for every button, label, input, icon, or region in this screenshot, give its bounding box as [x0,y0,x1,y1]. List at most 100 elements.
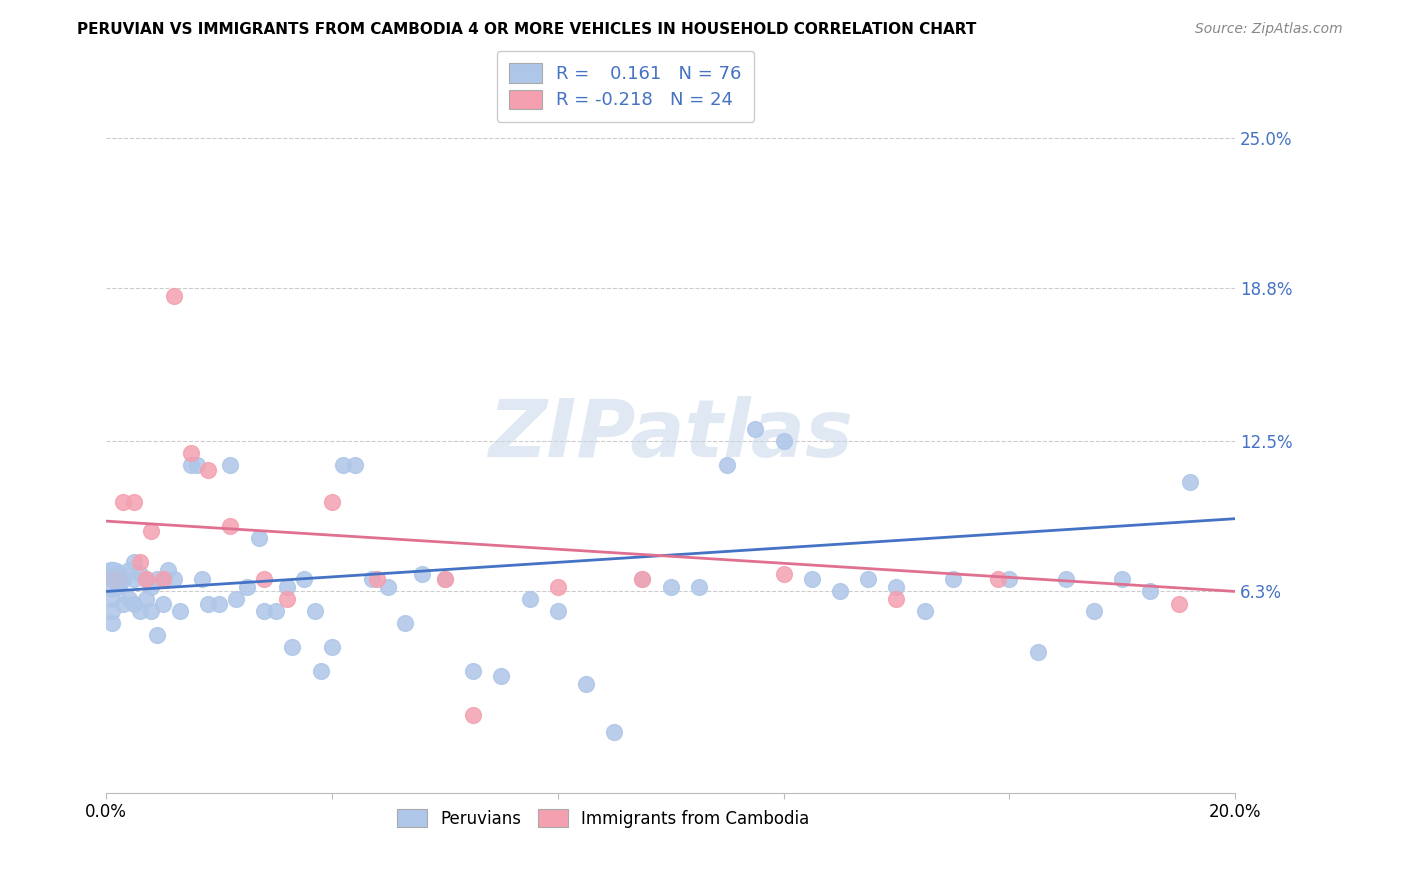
Point [141,524,163,538]
Point [1167,597,1189,611]
Point [276,591,298,606]
Point [163,572,186,586]
Text: PERUVIAN VS IMMIGRANTS FROM CAMBODIA 4 OR MORE VEHICLES IN HOUSEHOLD CORRELATION: PERUVIAN VS IMMIGRANTS FROM CAMBODIA 4 O… [77,22,977,37]
Point [744,422,766,436]
Point [1026,645,1049,659]
Point [433,572,456,586]
Point [118,563,141,577]
Point [828,584,851,599]
Point [101,572,124,586]
Point [631,572,654,586]
Point [141,580,163,594]
Point [101,572,124,586]
Point [112,494,135,508]
Point [112,572,135,586]
Point [377,580,399,594]
Point [772,567,794,582]
Point [146,628,169,642]
Point [461,708,484,723]
Point [180,458,202,473]
Point [152,572,174,586]
Point [942,572,965,586]
Point [163,288,186,302]
Point [716,458,738,473]
Point [107,572,129,586]
Point [1111,572,1133,586]
Point [914,604,936,618]
Point [124,555,146,569]
Point [157,563,180,577]
Point [146,572,169,586]
Point [886,591,908,606]
Point [360,572,382,586]
Point [253,572,276,586]
Point [800,572,823,586]
Point [264,604,287,618]
Point [332,458,354,473]
Point [276,580,298,594]
Point [208,597,231,611]
Point [186,458,208,473]
Point [394,615,416,630]
Point [118,591,141,606]
Point [631,572,654,586]
Point [519,591,541,606]
Point [1054,572,1077,586]
Point [491,669,513,683]
Point [858,572,880,586]
Point [411,567,433,582]
Point [135,572,157,586]
Point [309,665,332,679]
Point [281,640,304,655]
Point [101,615,124,630]
Point [321,494,343,508]
Point [292,572,315,586]
Point [129,604,152,618]
Point [169,604,191,618]
Point [547,580,569,594]
Point [191,572,214,586]
Point [101,563,124,577]
Point [129,567,152,582]
Point [141,604,163,618]
Point [1083,604,1105,618]
Point [321,640,343,655]
Point [107,580,129,594]
Point [197,463,219,477]
Point [461,665,484,679]
Point [886,580,908,594]
Point [101,604,124,618]
Point [304,604,326,618]
Point [575,676,598,690]
Point [135,572,157,586]
Point [603,725,626,739]
Point [180,446,202,460]
Text: ZIPatlas: ZIPatlas [488,396,853,474]
Point [1139,584,1161,599]
Point [366,572,388,586]
Point [101,572,124,586]
Point [152,597,174,611]
Point [124,494,146,508]
Point [236,580,259,594]
Text: Source: ZipAtlas.com: Source: ZipAtlas.com [1195,22,1343,37]
Point [124,572,146,586]
Point [135,591,157,606]
Point [225,591,247,606]
Point [1178,475,1201,490]
Point [343,458,366,473]
Point [247,531,270,545]
Point [688,580,710,594]
Point [998,572,1021,586]
Point [219,519,242,533]
Point [129,555,152,569]
Point [253,604,276,618]
Point [107,567,129,582]
Point [197,597,219,611]
Point [772,434,794,449]
Point [987,572,1010,586]
Point [547,604,569,618]
Point [219,458,242,473]
Legend: Peruvians, Immigrants from Cambodia: Peruvians, Immigrants from Cambodia [389,803,815,834]
Point [659,580,682,594]
